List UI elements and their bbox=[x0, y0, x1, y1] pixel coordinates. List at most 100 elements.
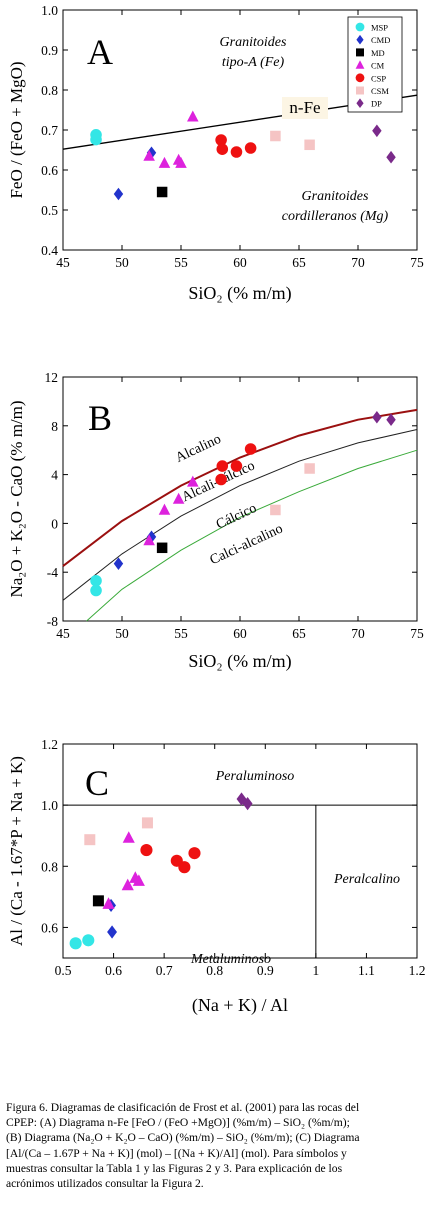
field-label: Granitoides bbox=[302, 189, 369, 204]
x-axis-title: SiO₂ (% m/m) bbox=[188, 651, 291, 672]
data-point bbox=[372, 410, 382, 424]
plot-frame bbox=[62, 743, 418, 959]
data-point bbox=[242, 797, 253, 811]
x-tick-label: 45 bbox=[56, 255, 70, 270]
y-tick-label: 1.2 bbox=[41, 737, 58, 752]
panel-letter: A bbox=[87, 32, 113, 72]
data-point bbox=[156, 542, 168, 554]
x-tick-label: 60 bbox=[233, 255, 247, 270]
legend-label: CMD bbox=[371, 35, 390, 45]
data-point bbox=[90, 574, 102, 587]
data-point bbox=[386, 150, 396, 164]
data-point bbox=[188, 847, 201, 860]
figure-canvas: 45 50 55 60 65 70 750.40.50.60.70.80.91.0SiO₂ … bbox=[7, 3, 425, 1016]
data-point bbox=[230, 460, 243, 472]
data-point bbox=[84, 834, 96, 846]
data-point bbox=[113, 557, 124, 570]
field-label: Granitoides bbox=[220, 35, 287, 50]
data-point bbox=[216, 143, 229, 155]
legend-label: CSM bbox=[371, 86, 389, 96]
legend-marker bbox=[355, 60, 365, 69]
y-tick-label: 1.0 bbox=[41, 798, 58, 813]
panel-letter: B bbox=[88, 398, 112, 438]
field-label: Peraluminoso bbox=[215, 769, 295, 784]
field-label: cordilleranos (Mg) bbox=[282, 209, 389, 224]
x-tick-label: 1 bbox=[312, 963, 319, 978]
data-point bbox=[141, 817, 153, 829]
x-tick-label: 50 bbox=[115, 626, 129, 641]
data-point bbox=[270, 504, 281, 516]
x-tick-label: 0.6 bbox=[105, 963, 122, 978]
x-tick-label: 1.1 bbox=[358, 963, 375, 978]
caption-line: Figura 6. Diagramas de clasificación de … bbox=[6, 1101, 360, 1114]
x-axis-title: (Na + K) / Al bbox=[192, 995, 288, 1016]
data-point bbox=[107, 925, 118, 939]
legend-label: MSP bbox=[371, 23, 388, 33]
caption-line: CPEP: (A) Diagrama n-Fe [FeO / (FeO +MgO… bbox=[6, 1116, 350, 1130]
x-axis-title: SiO₂ (% m/m) bbox=[188, 283, 291, 304]
data-point bbox=[122, 831, 135, 843]
caption-line: acrónimos utilizados consultar la Figura… bbox=[6, 1177, 204, 1191]
data-point bbox=[304, 139, 315, 151]
x-tick-label: 65 bbox=[292, 626, 306, 641]
caption-line: (B) Diagrama (Na₂O + K₂O – CaO) (%m/m) –… bbox=[6, 1131, 360, 1145]
data-point bbox=[215, 473, 227, 486]
data-point bbox=[82, 934, 95, 947]
data-point bbox=[143, 149, 155, 161]
data-point bbox=[236, 792, 247, 806]
legend-marker bbox=[355, 73, 365, 83]
data-point bbox=[158, 503, 171, 515]
data-point bbox=[270, 130, 281, 142]
data-point bbox=[69, 937, 82, 950]
y-tick-label: -4 bbox=[47, 565, 58, 580]
y-tick-label: 12 bbox=[45, 370, 59, 385]
legend-marker bbox=[356, 48, 364, 57]
data-point bbox=[244, 142, 257, 154]
x-tick-label: 75 bbox=[410, 255, 424, 270]
data-point bbox=[172, 492, 185, 504]
y-tick-label: 0.5 bbox=[41, 203, 58, 218]
figure-caption: Figura 6. Diagramas de clasificación de … bbox=[6, 1100, 430, 1191]
y-tick-label: 0.8 bbox=[41, 859, 58, 874]
field-label: n-Fe bbox=[289, 98, 320, 117]
y-tick-label: 4 bbox=[51, 468, 58, 483]
data-point bbox=[102, 897, 115, 909]
data-point bbox=[121, 878, 134, 891]
data-point bbox=[215, 134, 227, 146]
x-tick-label: 60 bbox=[233, 626, 247, 641]
x-tick-label: 55 bbox=[174, 255, 188, 270]
legend-box bbox=[347, 16, 403, 113]
data-point bbox=[216, 460, 229, 472]
data-point bbox=[156, 186, 168, 198]
data-point bbox=[158, 156, 171, 168]
classification-boundary bbox=[86, 449, 418, 622]
data-point bbox=[90, 584, 102, 597]
x-tick-label: 0.5 bbox=[55, 963, 72, 978]
data-point bbox=[143, 534, 155, 546]
legend-label: MD bbox=[371, 48, 385, 58]
data-point bbox=[146, 146, 157, 160]
legend-marker bbox=[356, 86, 364, 95]
data-point bbox=[178, 861, 191, 874]
data-point bbox=[175, 156, 187, 168]
caption-line: [Al/(Ca – 1.67P + Na + K)] (mol) – [(Na … bbox=[6, 1146, 347, 1160]
x-tick-label: 75 bbox=[410, 626, 424, 641]
data-point bbox=[113, 187, 124, 201]
x-tick-label: 0.8 bbox=[206, 963, 223, 978]
classification-boundary bbox=[62, 408, 418, 567]
classification-boundary bbox=[62, 429, 418, 601]
y-tick-label: 0.9 bbox=[41, 43, 58, 58]
plot-frame bbox=[62, 376, 418, 622]
x-tick-label: 50 bbox=[115, 255, 129, 270]
y-tick-label: 0.8 bbox=[41, 83, 58, 98]
panel-letter: C bbox=[85, 763, 109, 803]
data-point bbox=[140, 844, 153, 857]
y-tick-label: -8 bbox=[47, 614, 58, 629]
y-tick-label: 0.6 bbox=[41, 920, 58, 935]
y-tick-label: 0.4 bbox=[41, 243, 58, 258]
x-tick-label: 70 bbox=[351, 255, 365, 270]
y-axis-title: Al / (Ca - 1.67*P + Na + K) bbox=[7, 756, 26, 946]
data-point bbox=[187, 475, 199, 487]
y-tick-label: 0 bbox=[51, 516, 58, 531]
field-label: tipo-A (Fe) bbox=[222, 55, 285, 70]
